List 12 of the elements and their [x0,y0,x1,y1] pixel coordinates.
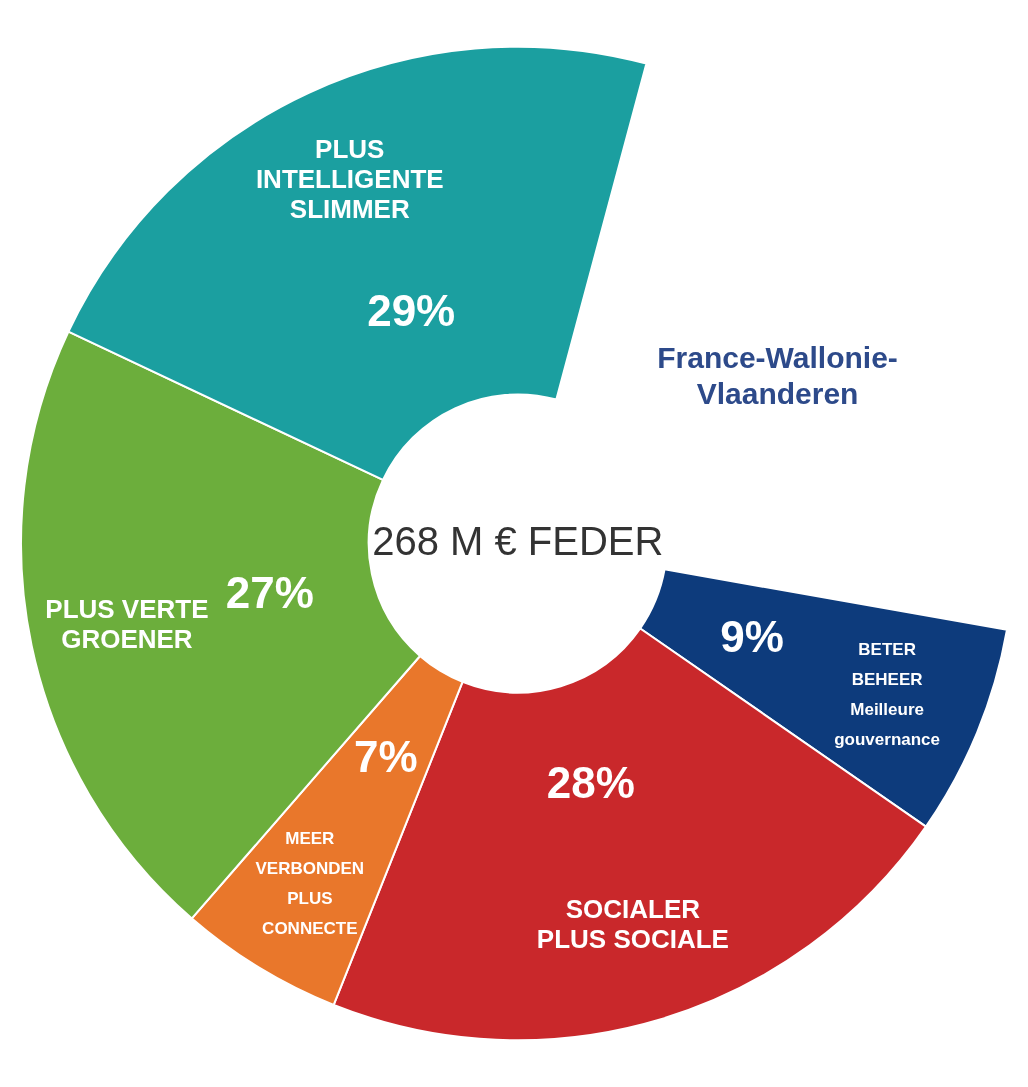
slice-label: PLUS INTELLIGENTE SLIMMER [255,134,444,225]
slice-label: MEER VERBONDEN PLUS CONNECTE [255,829,365,939]
slice-label: SOCIALER PLUS SOCIALE [536,894,729,955]
data-label: 28% [546,758,635,808]
text: 268 M € FEDER [372,518,664,563]
data-label: 29% [367,285,456,335]
data-label: 7% [354,731,418,781]
text: France-Wallonie-Vlaanderen [657,341,898,411]
data-label: 9% [720,612,784,662]
data-label: 27% [225,567,314,617]
slice-label: BETER BEHEER Meilleure gouvernance [834,640,941,750]
slice-label: PLUS VERTE GROENER [45,593,209,654]
